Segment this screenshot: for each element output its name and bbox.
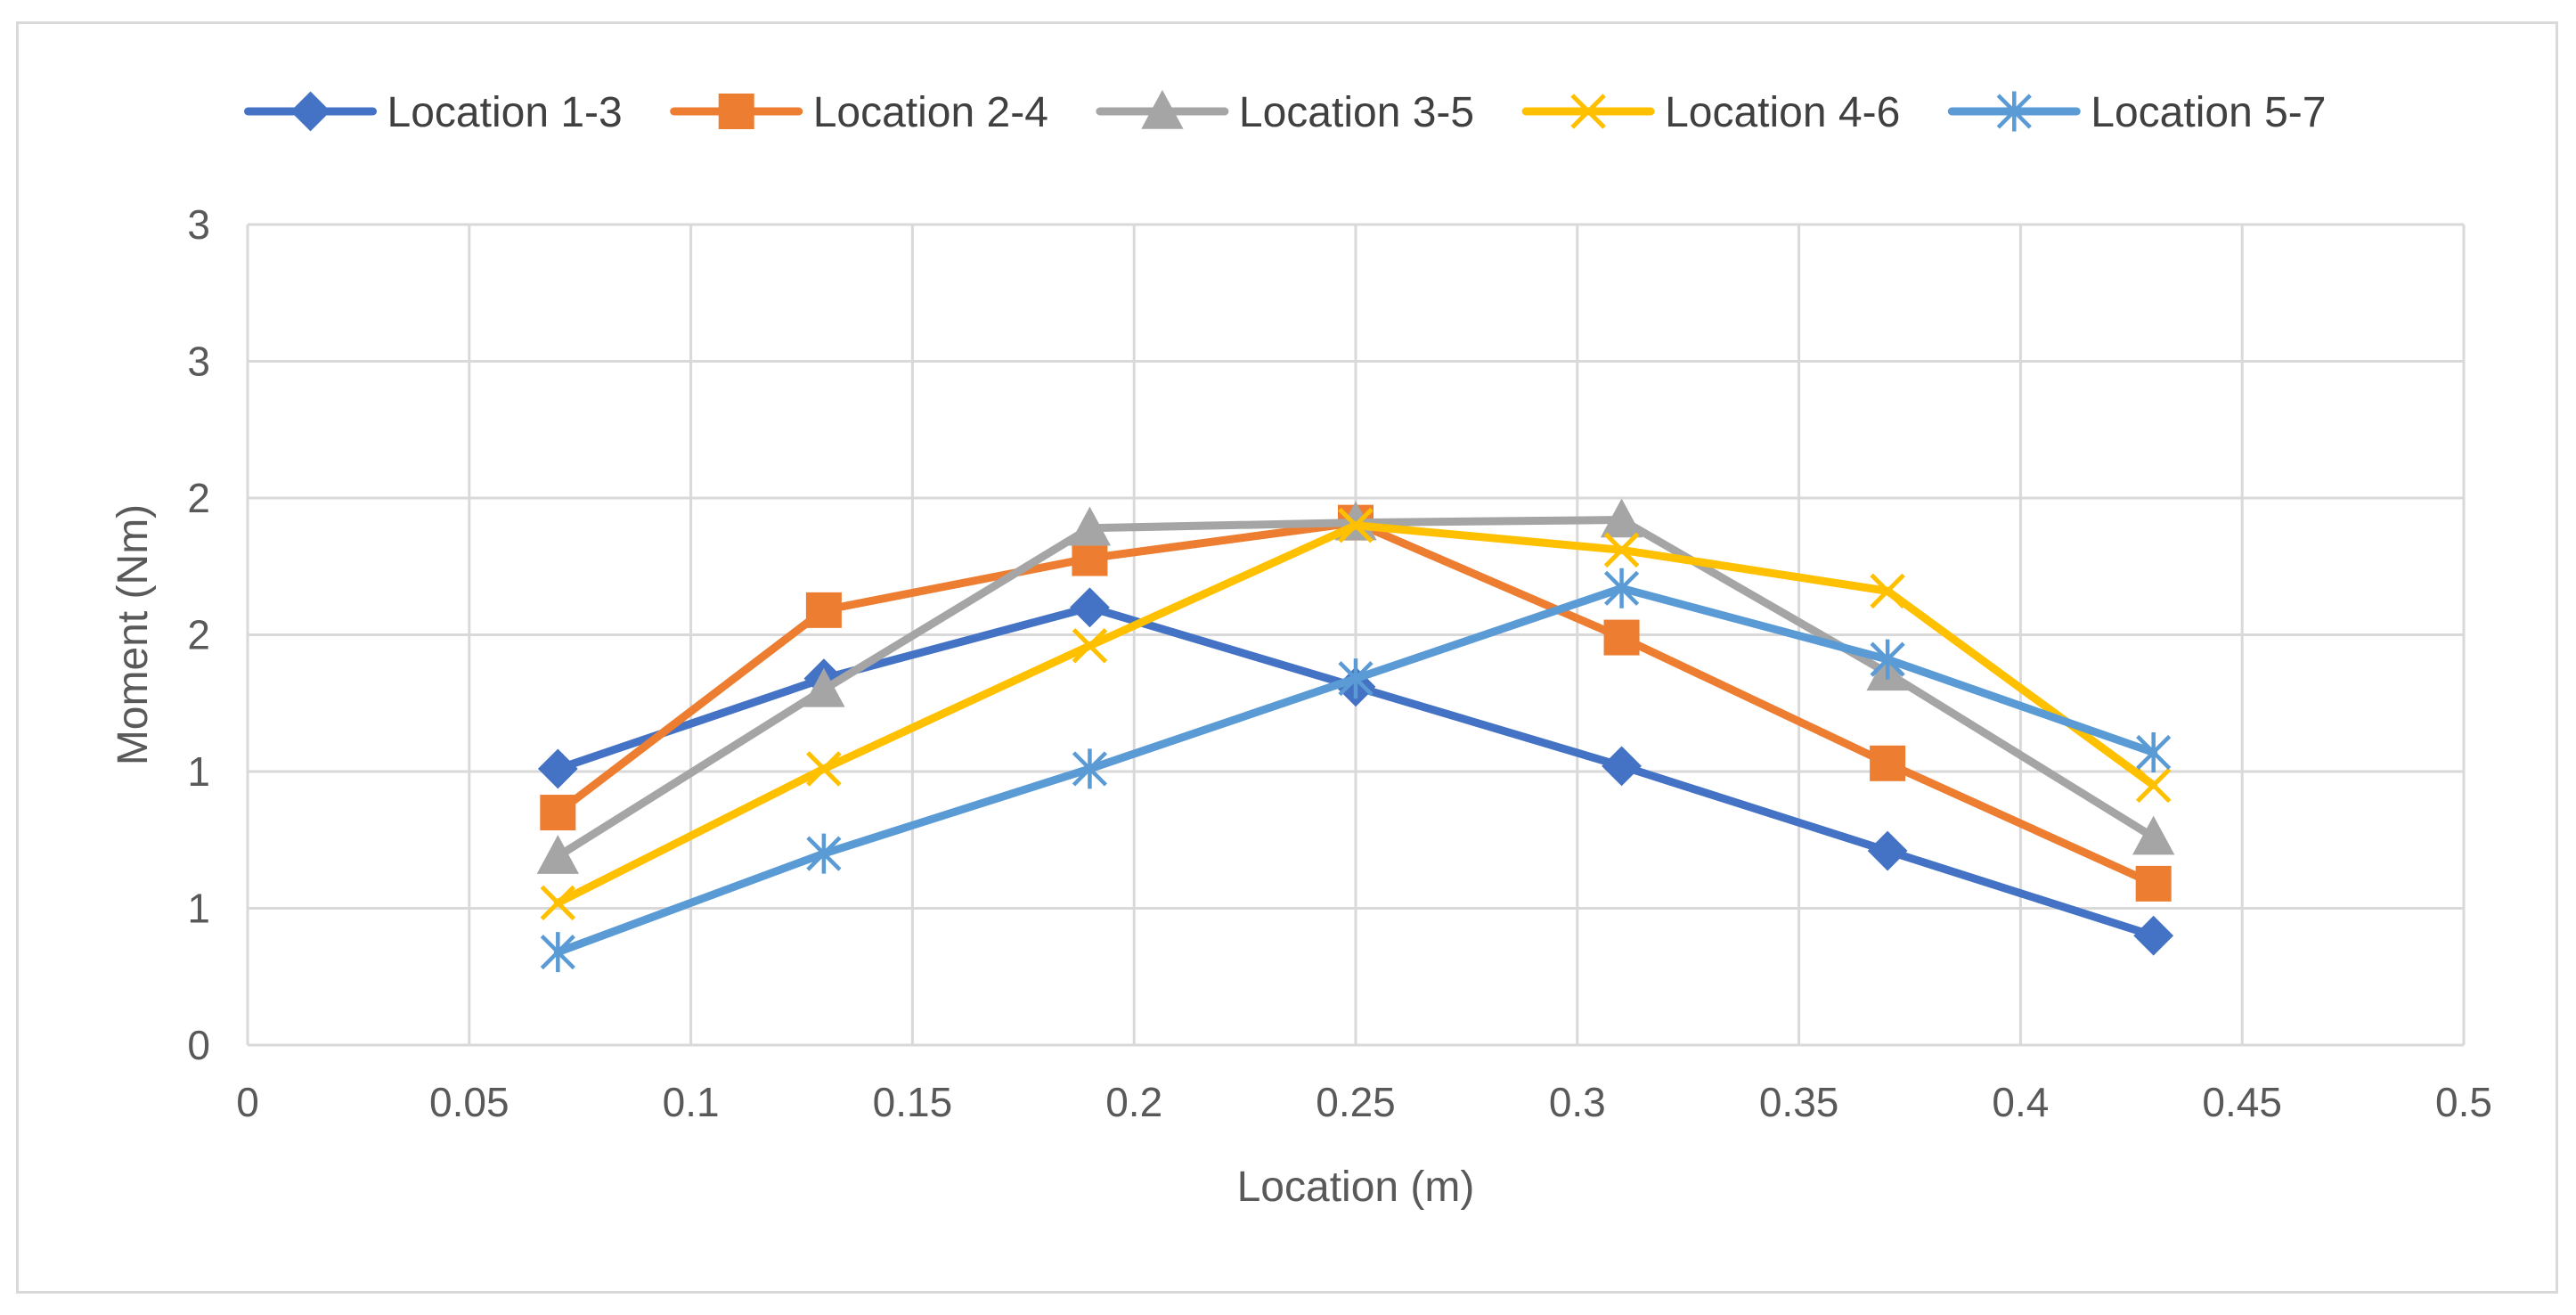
data-point-marker	[1870, 573, 1905, 609]
chart-frame: 0 1 1 2 2 3 3 0 0.05 0.1 0.15 0.2 0.25 0.3 0.35 0.4 0.45…	[16, 21, 2558, 1294]
legend-item-location-4-6: Location 4-6	[1521, 89, 1900, 136]
data-point-marker	[1603, 619, 1640, 656]
legend-item-location-1-3: Location 1-3	[244, 89, 623, 136]
data-point-marker	[1870, 745, 1906, 781]
x-tick-label: 0	[236, 1079, 259, 1125]
data-point-marker	[2136, 732, 2172, 773]
legend-item-location-5-7: Location 5-7	[1947, 89, 2326, 136]
legend-marker	[1996, 91, 2032, 132]
data-point-marker	[540, 932, 575, 973]
data-point-marker	[803, 667, 845, 707]
data-point-marker	[1072, 540, 1108, 576]
x-tick-label: 0.1	[663, 1079, 720, 1125]
data-point-marker	[1603, 568, 1640, 608]
y-tick-label: 3	[187, 201, 210, 248]
legend-marker	[1141, 89, 1184, 129]
legend-marker	[718, 94, 754, 129]
y-tick-label: 2	[187, 612, 210, 658]
legend-label: Location 5-7	[2091, 89, 2326, 136]
y-tick-label: 1	[187, 886, 210, 932]
data-point-marker	[536, 835, 579, 874]
data-point-marker	[540, 795, 576, 831]
data-point-marker	[540, 885, 576, 921]
legend-marker	[290, 91, 330, 132]
data-point-marker	[1602, 746, 1642, 787]
data-point-marker	[1068, 506, 1112, 546]
y-axis-title: Moment (Nm)	[110, 504, 157, 765]
legend: Location 1-3 Location 2-4 Location 3-5 Loca…	[244, 89, 2326, 136]
data-point-marker	[2133, 915, 2174, 956]
legend-item-location-2-4: Location 2-4	[670, 89, 1048, 136]
x-tick-label: 0.3	[1549, 1079, 1606, 1125]
data-point-marker	[2132, 815, 2175, 855]
series-layer	[536, 498, 2175, 973]
data-point-marker	[1870, 639, 1905, 680]
line-chart: 0 1 1 2 2 3 3 0 0.05 0.1 0.15 0.2 0.25 0.3 0.35 0.4 0.45…	[110, 89, 2492, 1211]
grid-layer	[246, 223, 2466, 1047]
legend-item-location-3-5: Location 3-5	[1096, 89, 1474, 136]
legend-label: Location 2-4	[813, 89, 1048, 136]
x-tick-label: 0.2	[1105, 1079, 1162, 1125]
data-point-marker	[1338, 507, 1374, 543]
x-tick-label: 0.5	[2435, 1079, 2492, 1125]
data-point-marker	[537, 748, 578, 789]
x-tick-label: 0.05	[429, 1079, 509, 1125]
series-location-5-7	[540, 568, 2172, 973]
x-tick-label: 0.15	[873, 1079, 953, 1125]
x-tick-label: 0.4	[1992, 1079, 2049, 1125]
data-point-marker	[806, 751, 842, 787]
legend-label: Location 1-3	[387, 89, 623, 136]
data-point-marker	[2135, 865, 2172, 902]
legend-label: Location 3-5	[1239, 89, 1474, 136]
y-tick-label: 2	[187, 475, 210, 521]
x-tick-label: 0.25	[1316, 1079, 1396, 1125]
y-tick-label: 1	[187, 748, 210, 795]
data-point-marker	[1600, 498, 1643, 538]
data-point-marker	[1072, 628, 1108, 664]
x-tick-label: 0.35	[1759, 1079, 1839, 1125]
series-location-4-6	[540, 507, 2172, 921]
data-point-marker	[2135, 767, 2172, 804]
data-point-marker	[1338, 658, 1374, 699]
data-point-marker	[1072, 748, 1108, 789]
data-point-marker	[805, 592, 842, 628]
x-axis-title: Location (m)	[1237, 1164, 1475, 1211]
x-tick-label: 0.45	[2202, 1079, 2282, 1125]
data-point-marker	[1603, 532, 1640, 568]
axis-labels: 0 1 1 2 2 3 3 0 0.05 0.1 0.15 0.2 0.25 0.3 0.35 0.4 0.45…	[187, 201, 2492, 1125]
data-point-marker	[806, 833, 842, 874]
legend-marker	[1570, 94, 1606, 129]
y-tick-label: 3	[187, 339, 210, 385]
legend-label: Location 4-6	[1665, 89, 1900, 136]
data-point-marker	[1070, 587, 1110, 628]
data-point-marker	[1867, 830, 1908, 871]
y-tick-label: 0	[187, 1022, 210, 1068]
